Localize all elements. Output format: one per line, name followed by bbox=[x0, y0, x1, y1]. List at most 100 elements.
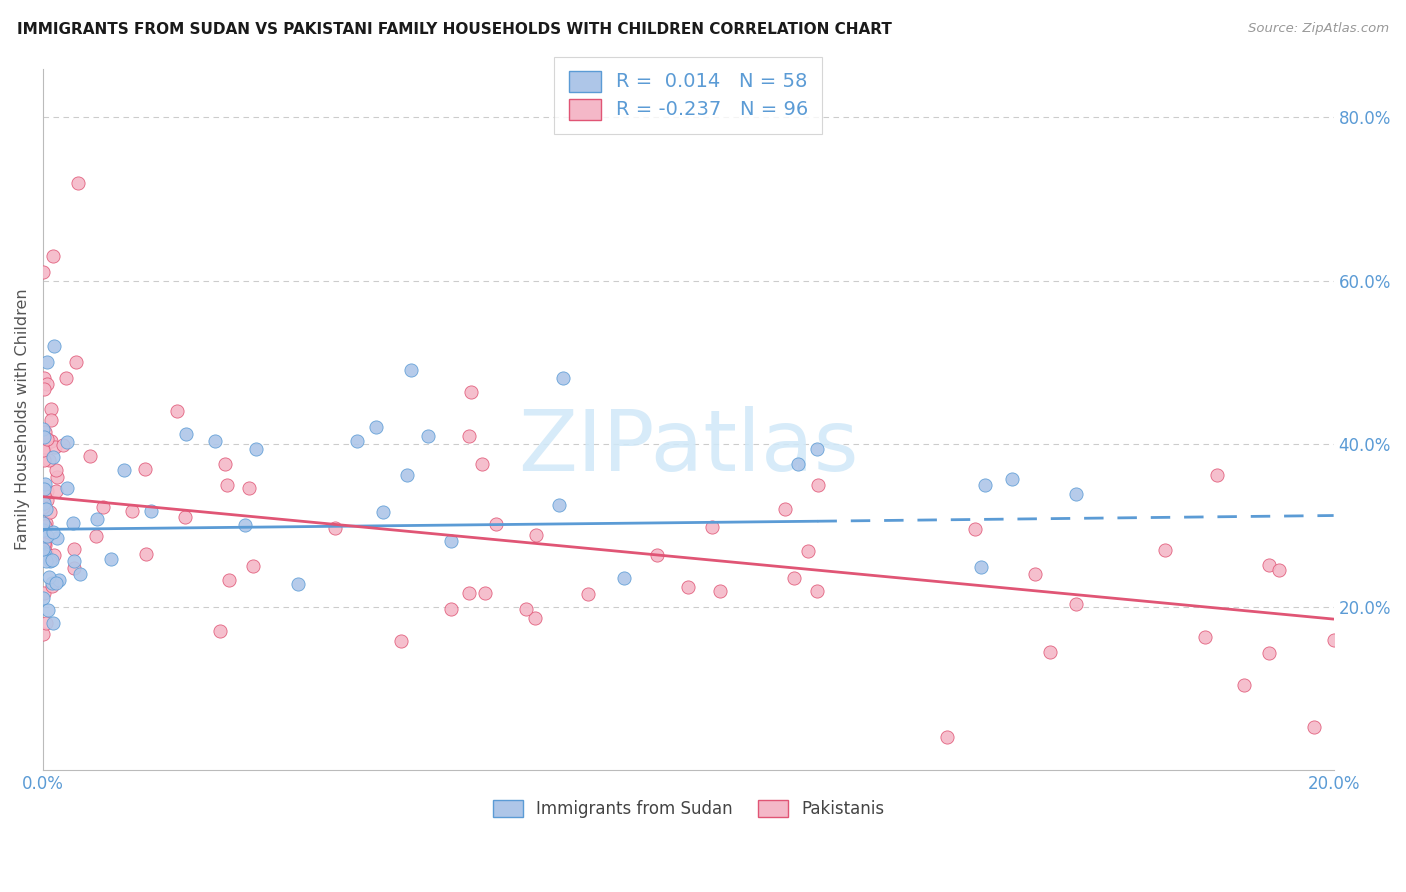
Point bbox=[65, 355, 87, 369]
Point bbox=[245, 442, 267, 456]
Point bbox=[34, 425, 56, 440]
Point bbox=[37, 528, 59, 542]
Point bbox=[91, 500, 114, 515]
Point bbox=[166, 403, 188, 417]
Point bbox=[32, 626, 55, 640]
Point bbox=[34, 501, 56, 516]
Point bbox=[678, 580, 700, 594]
Point bbox=[42, 616, 65, 631]
Point bbox=[935, 731, 957, 745]
Text: IMMIGRANTS FROM SUDAN VS PAKISTANI FAMILY HOUSEHOLDS WITH CHILDREN CORRELATION C: IMMIGRANTS FROM SUDAN VS PAKISTANI FAMIL… bbox=[17, 22, 891, 37]
Point bbox=[416, 429, 439, 443]
Point bbox=[969, 559, 991, 574]
Point bbox=[1001, 472, 1024, 486]
Point bbox=[32, 545, 55, 559]
Point bbox=[346, 434, 368, 449]
Point bbox=[42, 450, 65, 465]
Y-axis label: Family Households with Children: Family Households with Children bbox=[15, 288, 30, 550]
Point bbox=[35, 554, 58, 568]
Point bbox=[1064, 597, 1087, 611]
Point bbox=[37, 433, 59, 447]
Point bbox=[806, 442, 828, 456]
Point bbox=[174, 427, 197, 442]
Point bbox=[100, 552, 122, 566]
Point bbox=[86, 529, 108, 543]
Point bbox=[32, 542, 55, 557]
Point bbox=[458, 585, 481, 599]
Point bbox=[34, 477, 56, 491]
Point bbox=[576, 587, 599, 601]
Point bbox=[32, 523, 55, 537]
Point bbox=[45, 463, 67, 477]
Point bbox=[204, 434, 226, 449]
Point bbox=[32, 442, 55, 456]
Point bbox=[773, 502, 796, 516]
Point bbox=[645, 548, 668, 562]
Point bbox=[139, 504, 162, 518]
Point bbox=[32, 585, 55, 599]
Point bbox=[35, 377, 58, 392]
Point bbox=[134, 461, 156, 475]
Point bbox=[1064, 487, 1087, 501]
Point bbox=[32, 452, 55, 467]
Point bbox=[56, 434, 79, 449]
Point bbox=[32, 537, 55, 551]
Point bbox=[32, 516, 55, 530]
Point bbox=[32, 532, 55, 546]
Point bbox=[63, 541, 86, 556]
Point bbox=[1303, 720, 1326, 734]
Point bbox=[32, 382, 55, 396]
Point bbox=[45, 484, 67, 499]
Point bbox=[474, 585, 496, 599]
Point bbox=[38, 570, 60, 584]
Point bbox=[44, 440, 66, 454]
Point bbox=[32, 488, 55, 502]
Point bbox=[1323, 632, 1346, 647]
Point bbox=[806, 583, 828, 598]
Legend: Immigrants from Sudan, Pakistanis: Immigrants from Sudan, Pakistanis bbox=[486, 793, 891, 825]
Point bbox=[551, 371, 574, 385]
Point bbox=[34, 547, 56, 561]
Point bbox=[395, 468, 418, 483]
Point bbox=[32, 495, 55, 509]
Point bbox=[32, 534, 55, 549]
Point bbox=[41, 579, 63, 593]
Point bbox=[287, 576, 309, 591]
Point bbox=[807, 478, 830, 492]
Point bbox=[35, 545, 58, 559]
Point bbox=[45, 532, 67, 546]
Point bbox=[34, 482, 56, 496]
Point bbox=[515, 602, 537, 616]
Point bbox=[41, 434, 63, 449]
Point bbox=[399, 363, 422, 377]
Point bbox=[1154, 543, 1177, 558]
Point bbox=[214, 457, 236, 471]
Point bbox=[56, 481, 79, 495]
Point bbox=[41, 524, 63, 539]
Point bbox=[35, 616, 58, 631]
Point bbox=[62, 516, 84, 530]
Point bbox=[69, 567, 91, 582]
Point bbox=[440, 533, 463, 548]
Point bbox=[42, 548, 65, 562]
Point bbox=[389, 634, 412, 648]
Point bbox=[323, 521, 346, 535]
Point bbox=[135, 547, 157, 561]
Point bbox=[32, 492, 55, 507]
Point bbox=[45, 575, 67, 590]
Point bbox=[471, 457, 494, 471]
Point bbox=[34, 530, 56, 544]
Point bbox=[41, 553, 63, 567]
Point bbox=[41, 575, 63, 590]
Point bbox=[238, 481, 260, 495]
Point bbox=[32, 522, 55, 536]
Point bbox=[709, 584, 731, 599]
Point bbox=[32, 549, 55, 563]
Point bbox=[32, 500, 55, 515]
Point bbox=[460, 384, 482, 399]
Point bbox=[218, 573, 240, 587]
Point bbox=[41, 249, 63, 263]
Point bbox=[112, 463, 135, 477]
Point bbox=[121, 503, 143, 517]
Point bbox=[37, 603, 59, 617]
